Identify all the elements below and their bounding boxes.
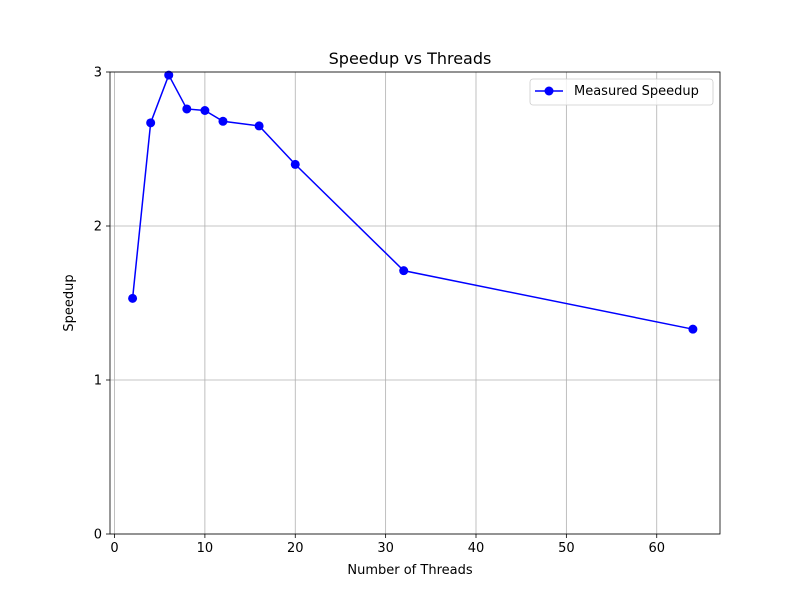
y-tick-label: 0: [94, 528, 102, 543]
plot-background: [110, 72, 720, 534]
data-point: [146, 118, 156, 128]
x-tick-label: 0: [110, 541, 118, 556]
x-tick-label: 60: [648, 541, 665, 556]
data-point: [200, 106, 210, 115]
x-tick-label: 20: [287, 541, 304, 556]
plot-frame: [109, 71, 721, 535]
x-tick-label: 30: [377, 541, 394, 556]
data-point: [399, 266, 409, 276]
legend-label: Measured Speedup: [574, 84, 699, 99]
x-tick-label: 10: [197, 541, 214, 556]
x-tick-label: 40: [468, 541, 485, 556]
y-tick-label: 1: [94, 374, 102, 389]
data-point: [218, 116, 228, 126]
x-axis-label: Number of Threads: [347, 563, 472, 578]
data-point: [254, 121, 264, 131]
data-point: [182, 104, 192, 114]
data-point: [128, 293, 138, 303]
series-layer: [128, 70, 698, 334]
series-line: [131, 73, 694, 330]
data-point: [290, 159, 300, 169]
y-axis-label: Speedup: [62, 274, 77, 331]
legend-marker-swatch: [544, 86, 554, 96]
x-tick-label: 50: [558, 541, 575, 556]
y-tick-label: 2: [94, 220, 102, 235]
data-point: [164, 70, 174, 80]
axis-ticks: 0 10 20 30 40 50 60 0 1 2 3: [94, 66, 665, 557]
data-point: [688, 324, 698, 334]
legend-box: [529, 78, 714, 106]
chart-title: Speedup vs Threads: [329, 49, 492, 68]
y-tick-label: 3: [94, 66, 102, 81]
legend: Measured Speedup: [529, 78, 714, 106]
